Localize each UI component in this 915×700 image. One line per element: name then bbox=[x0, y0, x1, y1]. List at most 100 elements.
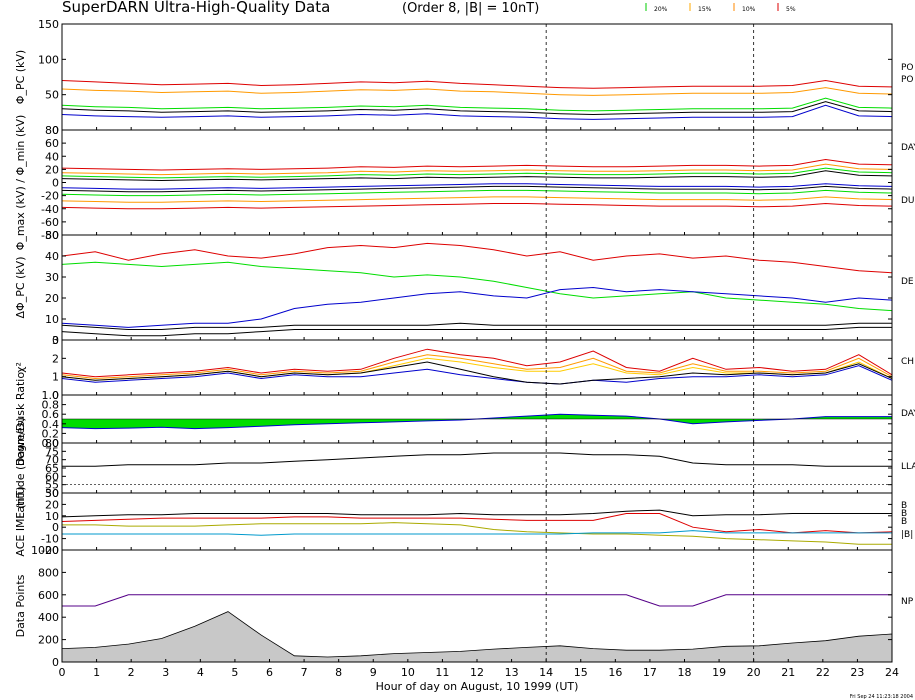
right-label: B bbox=[901, 517, 907, 527]
panel-dawn-dusk-ratio: 0.00.20.40.60.81.0 Dawn/Dusk Ratio bbox=[14, 372, 893, 466]
x-axis-label: Hour of day on August, 10 1999 (UT) bbox=[376, 680, 579, 693]
y-axis-label: Dawn/Dusk Ratio bbox=[14, 372, 27, 466]
y-tick-label: -20 bbox=[41, 544, 59, 557]
y-tick-label: 65 bbox=[45, 462, 59, 475]
panel-frame bbox=[61, 442, 893, 494]
panel-plot bbox=[62, 348, 892, 385]
panel-plot bbox=[62, 452, 892, 485]
legend-label: 20% bbox=[654, 6, 668, 13]
panel-frame bbox=[61, 129, 893, 236]
series-line bbox=[62, 189, 892, 197]
y-tick-label: 0 bbox=[52, 334, 59, 347]
x-tick-label: 23 bbox=[850, 666, 864, 679]
x-tick-label: 7 bbox=[301, 666, 308, 679]
panel-potential-spread: 0 10 20 30 40 50 ΔΦ_PC (kV) bbox=[14, 229, 893, 347]
right-label: DAY bbox=[901, 409, 915, 419]
y-tick-label: -10 bbox=[41, 533, 59, 546]
x-tick-label: 11 bbox=[435, 666, 449, 679]
right-label: B bbox=[901, 501, 907, 511]
right-label: LLA bbox=[901, 462, 915, 472]
y-axis-label: Data Points bbox=[14, 574, 27, 637]
ratio-fill bbox=[62, 414, 892, 429]
series-line bbox=[62, 365, 892, 385]
panel-plot bbox=[62, 79, 892, 120]
x-tick-label: 5 bbox=[231, 666, 238, 679]
x-tick-label: 24 bbox=[885, 666, 899, 679]
legend-label: 15% bbox=[698, 6, 712, 13]
series-line bbox=[62, 522, 892, 545]
data-points-area bbox=[62, 611, 892, 662]
y-tick-label: 40 bbox=[45, 250, 59, 263]
y-axis-label: χ² bbox=[14, 362, 27, 373]
y-tick-label: 80 bbox=[45, 437, 59, 450]
y-tick-label: 0 bbox=[52, 124, 59, 137]
y-tick-label: 400 bbox=[38, 611, 59, 624]
series-line bbox=[62, 79, 892, 89]
y-tick-label: 80 bbox=[45, 124, 59, 137]
y-axis-label: Latitude (degrees) bbox=[14, 417, 27, 519]
panel-frame bbox=[61, 339, 893, 396]
y-tick-label: 150 bbox=[38, 18, 59, 31]
y-tick-label: 1.0 bbox=[42, 389, 60, 402]
x-tick-label: 4 bbox=[197, 666, 204, 679]
y-tick-label: -60 bbox=[41, 216, 59, 229]
x-tick-label: 0 bbox=[59, 666, 66, 679]
y-tick-label: 0.0 bbox=[42, 437, 60, 450]
y-tick-label: 55 bbox=[45, 479, 59, 492]
right-labels: PO PO DAY DUS DE CH DAY LLA BBB |B| NP bbox=[901, 63, 915, 607]
x-tick-label: 13 bbox=[505, 666, 519, 679]
panel-plot bbox=[62, 413, 892, 430]
series-line bbox=[62, 452, 892, 467]
y-axis-label: Φ_max (kV) / Φ_min (kV) bbox=[14, 115, 27, 251]
y-tick-label: 0.2 bbox=[42, 427, 60, 440]
timestamp: Fri Sep 24 11:23:18 2004 bbox=[850, 694, 913, 700]
y-tick-label: 200 bbox=[38, 634, 59, 647]
x-tick-label: 20 bbox=[747, 666, 761, 679]
y-tick-label: 20 bbox=[45, 498, 59, 511]
panel-plot bbox=[62, 594, 892, 662]
figure-title: SuperDARN Ultra-High-Quality Data bbox=[62, 0, 330, 16]
x-tick-label: 1 bbox=[93, 666, 100, 679]
panel-plot bbox=[62, 158, 892, 210]
series-line bbox=[62, 158, 892, 171]
y-tick-label: 60 bbox=[45, 137, 59, 150]
x-tick-label: 14 bbox=[539, 666, 553, 679]
series-line bbox=[62, 101, 892, 116]
y-tick-label: 30 bbox=[45, 271, 59, 284]
y-tick-label: 70 bbox=[45, 454, 59, 467]
y-tick-label: 0 bbox=[52, 656, 59, 669]
x-tick-label: 22 bbox=[816, 666, 830, 679]
series-line bbox=[62, 196, 892, 203]
series-line bbox=[62, 326, 892, 337]
right-label: DE bbox=[901, 277, 914, 287]
x-axis: 0 1 2 3 4 5 6 7 8 9 10 11 12 13 14 15 16 17 18 19 20 21 22 23 24 bbox=[59, 666, 900, 679]
x-tick-label: 16 bbox=[608, 666, 622, 679]
right-label: PO bbox=[901, 63, 914, 73]
y-tick-label: 40 bbox=[45, 150, 59, 163]
y-tick-label: 1 bbox=[52, 371, 59, 384]
panel-chi-squared: 0 1 2 3 χ² bbox=[14, 334, 893, 402]
right-label: |B| bbox=[901, 530, 913, 540]
series-line bbox=[62, 286, 892, 328]
series-line bbox=[62, 261, 892, 312]
y-tick-label: 2 bbox=[52, 352, 59, 365]
y-tick-label: 3 bbox=[52, 334, 59, 347]
x-tick-label: 9 bbox=[370, 666, 377, 679]
series-line bbox=[62, 361, 892, 385]
legend-label: 10% bbox=[742, 6, 756, 13]
y-tick-label: 10 bbox=[45, 313, 59, 326]
series-line bbox=[62, 202, 892, 210]
y-tick-label: 0.4 bbox=[42, 418, 60, 431]
y-axis-label: ΔΦ_PC (kV) bbox=[14, 257, 27, 319]
series-line bbox=[62, 348, 892, 378]
right-label: DUS bbox=[901, 196, 915, 206]
y-tick-label: 800 bbox=[38, 566, 59, 579]
y-tick-label: 0 bbox=[52, 177, 59, 190]
y-tick-label: 75 bbox=[45, 445, 59, 458]
x-tick-label: 3 bbox=[162, 666, 169, 679]
series-line bbox=[62, 163, 892, 176]
y-tick-label: -20 bbox=[41, 190, 59, 203]
